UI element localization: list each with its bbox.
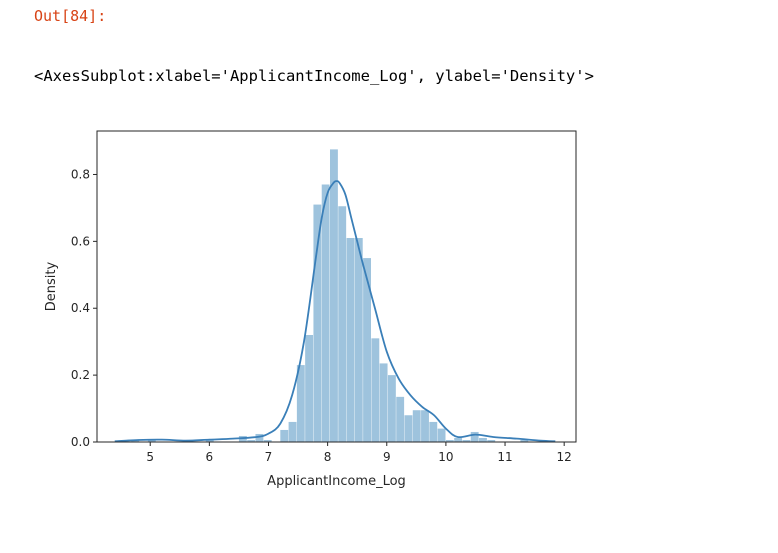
histogram-bars bbox=[131, 149, 529, 443]
histogram-bar bbox=[288, 421, 297, 442]
histogram-bar bbox=[404, 415, 413, 442]
histogram-bar bbox=[437, 428, 446, 442]
histogram-bar bbox=[470, 431, 479, 442]
x-tick-label: 8 bbox=[324, 450, 332, 464]
y-axis-label: Density bbox=[44, 261, 59, 311]
x-axis-label: ApplicantIncome_Log bbox=[267, 474, 406, 489]
histogram-bar bbox=[429, 421, 438, 442]
output-text: <AxesSubplot:xlabel='ApplicantIncome_Log… bbox=[34, 67, 594, 85]
histogram-bar bbox=[280, 429, 289, 442]
y-tick-label: 0.2 bbox=[71, 368, 90, 382]
histogram-bar bbox=[371, 338, 380, 442]
histogram-bar bbox=[487, 439, 496, 442]
kde-curve bbox=[114, 180, 556, 443]
x-tick-label: 7 bbox=[265, 450, 273, 464]
histogram-bar bbox=[321, 184, 330, 442]
x-tick-label: 12 bbox=[557, 450, 572, 464]
plot-frame bbox=[96, 130, 577, 443]
histogram-bar bbox=[263, 439, 272, 442]
histogram-bar bbox=[205, 439, 214, 442]
histogram-bar bbox=[520, 439, 529, 442]
y-tick-label: 0.6 bbox=[71, 234, 90, 248]
x-tick-label: 10 bbox=[438, 450, 453, 464]
x-tick-label: 5 bbox=[146, 450, 154, 464]
histogram-bar bbox=[379, 363, 388, 442]
histogram-bar bbox=[396, 396, 405, 442]
histogram-bar bbox=[479, 437, 487, 442]
histogram-bar bbox=[255, 433, 264, 442]
histogram-bar bbox=[421, 410, 429, 442]
x-axis: 5 6 7 8 9 10 11 12 bbox=[146, 442, 572, 464]
y-tick-label: 0.0 bbox=[71, 435, 90, 449]
histogram-bar bbox=[305, 334, 314, 442]
histogram-bar bbox=[329, 149, 338, 443]
y-axis: 0.0 0.2 0.4 0.6 0.8 bbox=[71, 167, 97, 449]
y-tick-label: 0.4 bbox=[71, 301, 90, 315]
histogram-bar bbox=[346, 238, 355, 442]
output-prompt: Out[84]: bbox=[34, 7, 107, 25]
histogram-bar bbox=[354, 238, 363, 442]
histogram-bar bbox=[412, 410, 421, 442]
histogram-bar bbox=[387, 375, 396, 442]
histogram-bar bbox=[338, 206, 347, 442]
histogram-bar bbox=[313, 204, 322, 442]
x-tick-label: 9 bbox=[383, 450, 391, 464]
x-tick-label: 11 bbox=[497, 450, 512, 464]
histogram-bar bbox=[363, 258, 371, 442]
x-tick-label: 6 bbox=[206, 450, 214, 464]
histogram-bar bbox=[247, 439, 256, 442]
histogram-bar bbox=[445, 439, 454, 442]
histogram-bar bbox=[296, 365, 305, 442]
histogram-bar bbox=[454, 437, 463, 442]
y-tick-label: 0.8 bbox=[71, 167, 90, 181]
histogram-bar bbox=[462, 439, 471, 442]
histogram-bar bbox=[147, 439, 156, 442]
